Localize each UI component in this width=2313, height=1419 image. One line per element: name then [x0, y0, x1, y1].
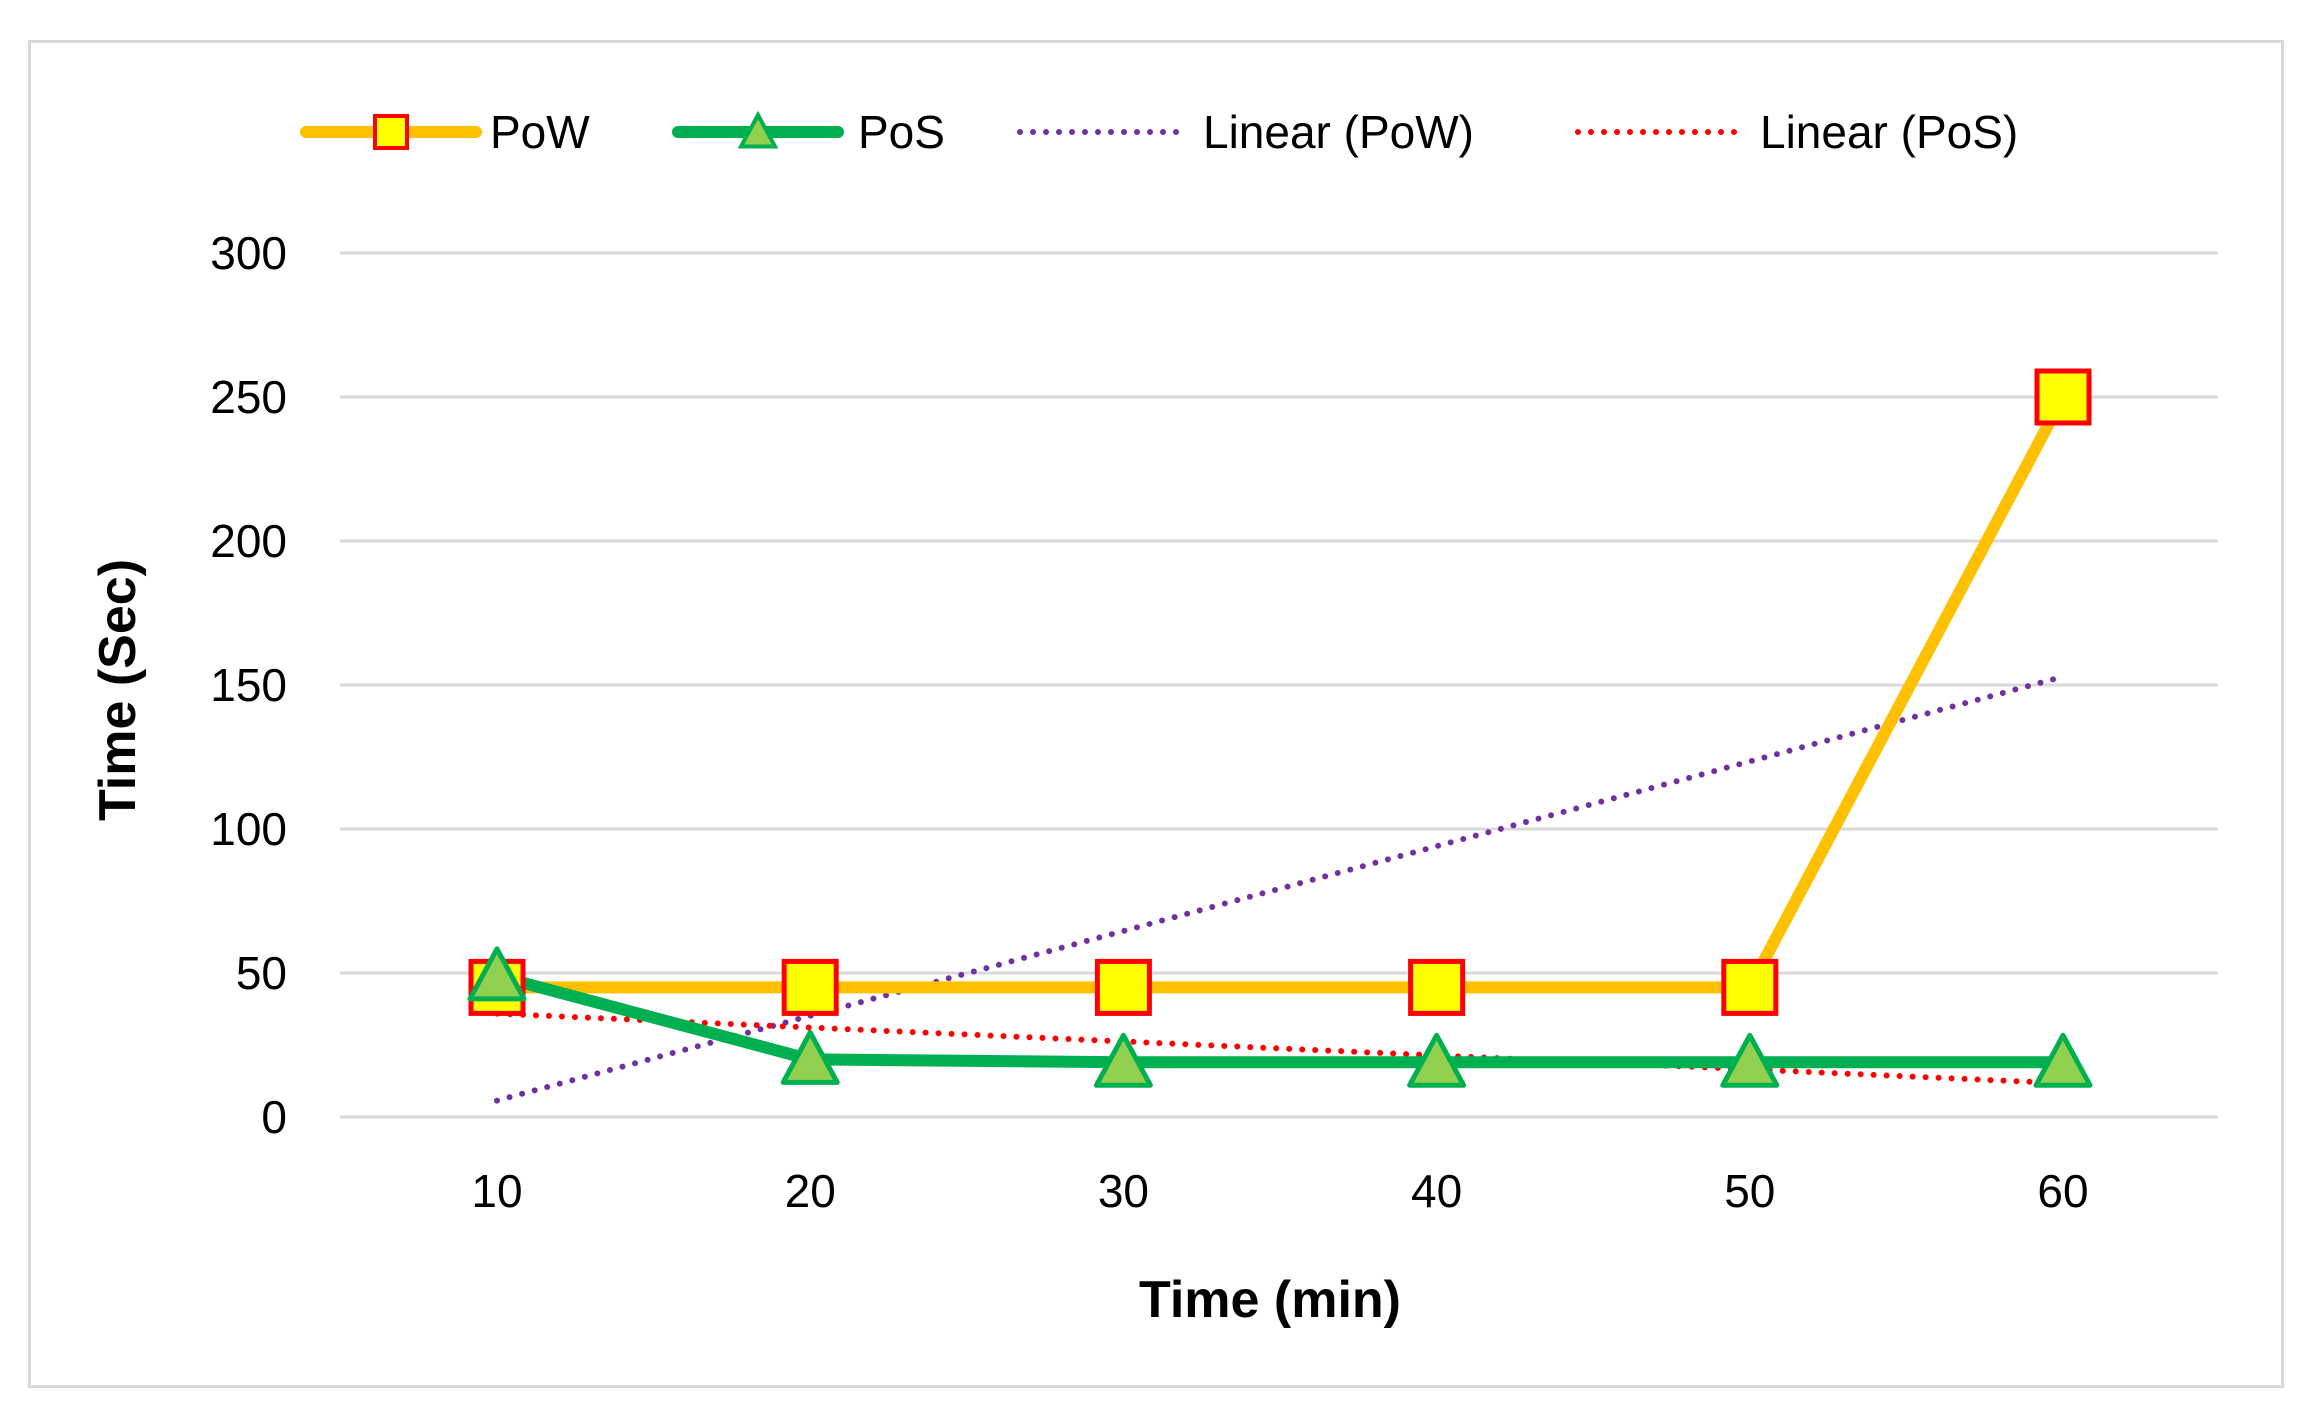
trendline-linear-pos [494, 1010, 2066, 1087]
gridlines [340, 251, 2218, 1119]
x-tick-label: 10 [471, 1165, 522, 1217]
pos-point-20 [780, 1029, 840, 1085]
y-tick-label: 250 [210, 371, 287, 423]
x-tick-label: 30 [1098, 1165, 1149, 1217]
pow-point-40 [1408, 958, 1466, 1016]
legend-label-pos: PoS [858, 106, 945, 158]
pos-point-60 [2033, 1032, 2093, 1088]
y-tick-label: 50 [236, 947, 287, 999]
trendlines [494, 673, 2066, 1104]
legend-marker-pow [373, 114, 409, 150]
legend-label-pow: PoW [490, 106, 590, 158]
legend-marker-pos [737, 110, 779, 149]
pow-point-50 [1721, 958, 1779, 1016]
pos-point-10 [467, 946, 527, 1002]
x-axis-ticks: 10 20 30 40 50 60 [471, 1165, 2088, 1217]
x-tick-label: 60 [2037, 1165, 2088, 1217]
pow-point-20 [781, 958, 839, 1016]
x-axis-title: Time (min) [1139, 1271, 1401, 1329]
y-tick-label: 0 [261, 1091, 287, 1143]
trendline-linear-pow [494, 673, 2066, 1104]
x-tick-label: 20 [785, 1165, 836, 1217]
pos-point-40 [1407, 1032, 1467, 1088]
pow-point-60 [2034, 368, 2092, 426]
y-axis-title: Time (Sec) [89, 559, 147, 821]
legend-label-linear-pos: Linear (PoS) [1760, 106, 2018, 158]
legend: PoW PoS Linear (PoW) Linear (PoS) [300, 106, 2018, 158]
y-tick-label: 100 [210, 803, 287, 855]
x-tick-label: 50 [1724, 1165, 1775, 1217]
y-tick-label: 150 [210, 659, 287, 711]
pow-point-30 [1094, 958, 1152, 1016]
y-axis-ticks: 0 50 100 150 200 250 300 [210, 227, 287, 1143]
x-tick-label: 40 [1411, 1165, 1462, 1217]
pos-point-50 [1720, 1032, 1780, 1088]
series-line-pow [497, 394, 2069, 994]
y-tick-label: 300 [210, 227, 287, 279]
data-series [467, 368, 2093, 1088]
series-line-pos [495, 970, 2063, 1069]
pos-point-30 [1093, 1032, 1153, 1088]
y-tick-label: 200 [210, 515, 287, 567]
legend-label-linear-pow: Linear (PoW) [1203, 106, 1474, 158]
chart-frame [28, 40, 2284, 1388]
